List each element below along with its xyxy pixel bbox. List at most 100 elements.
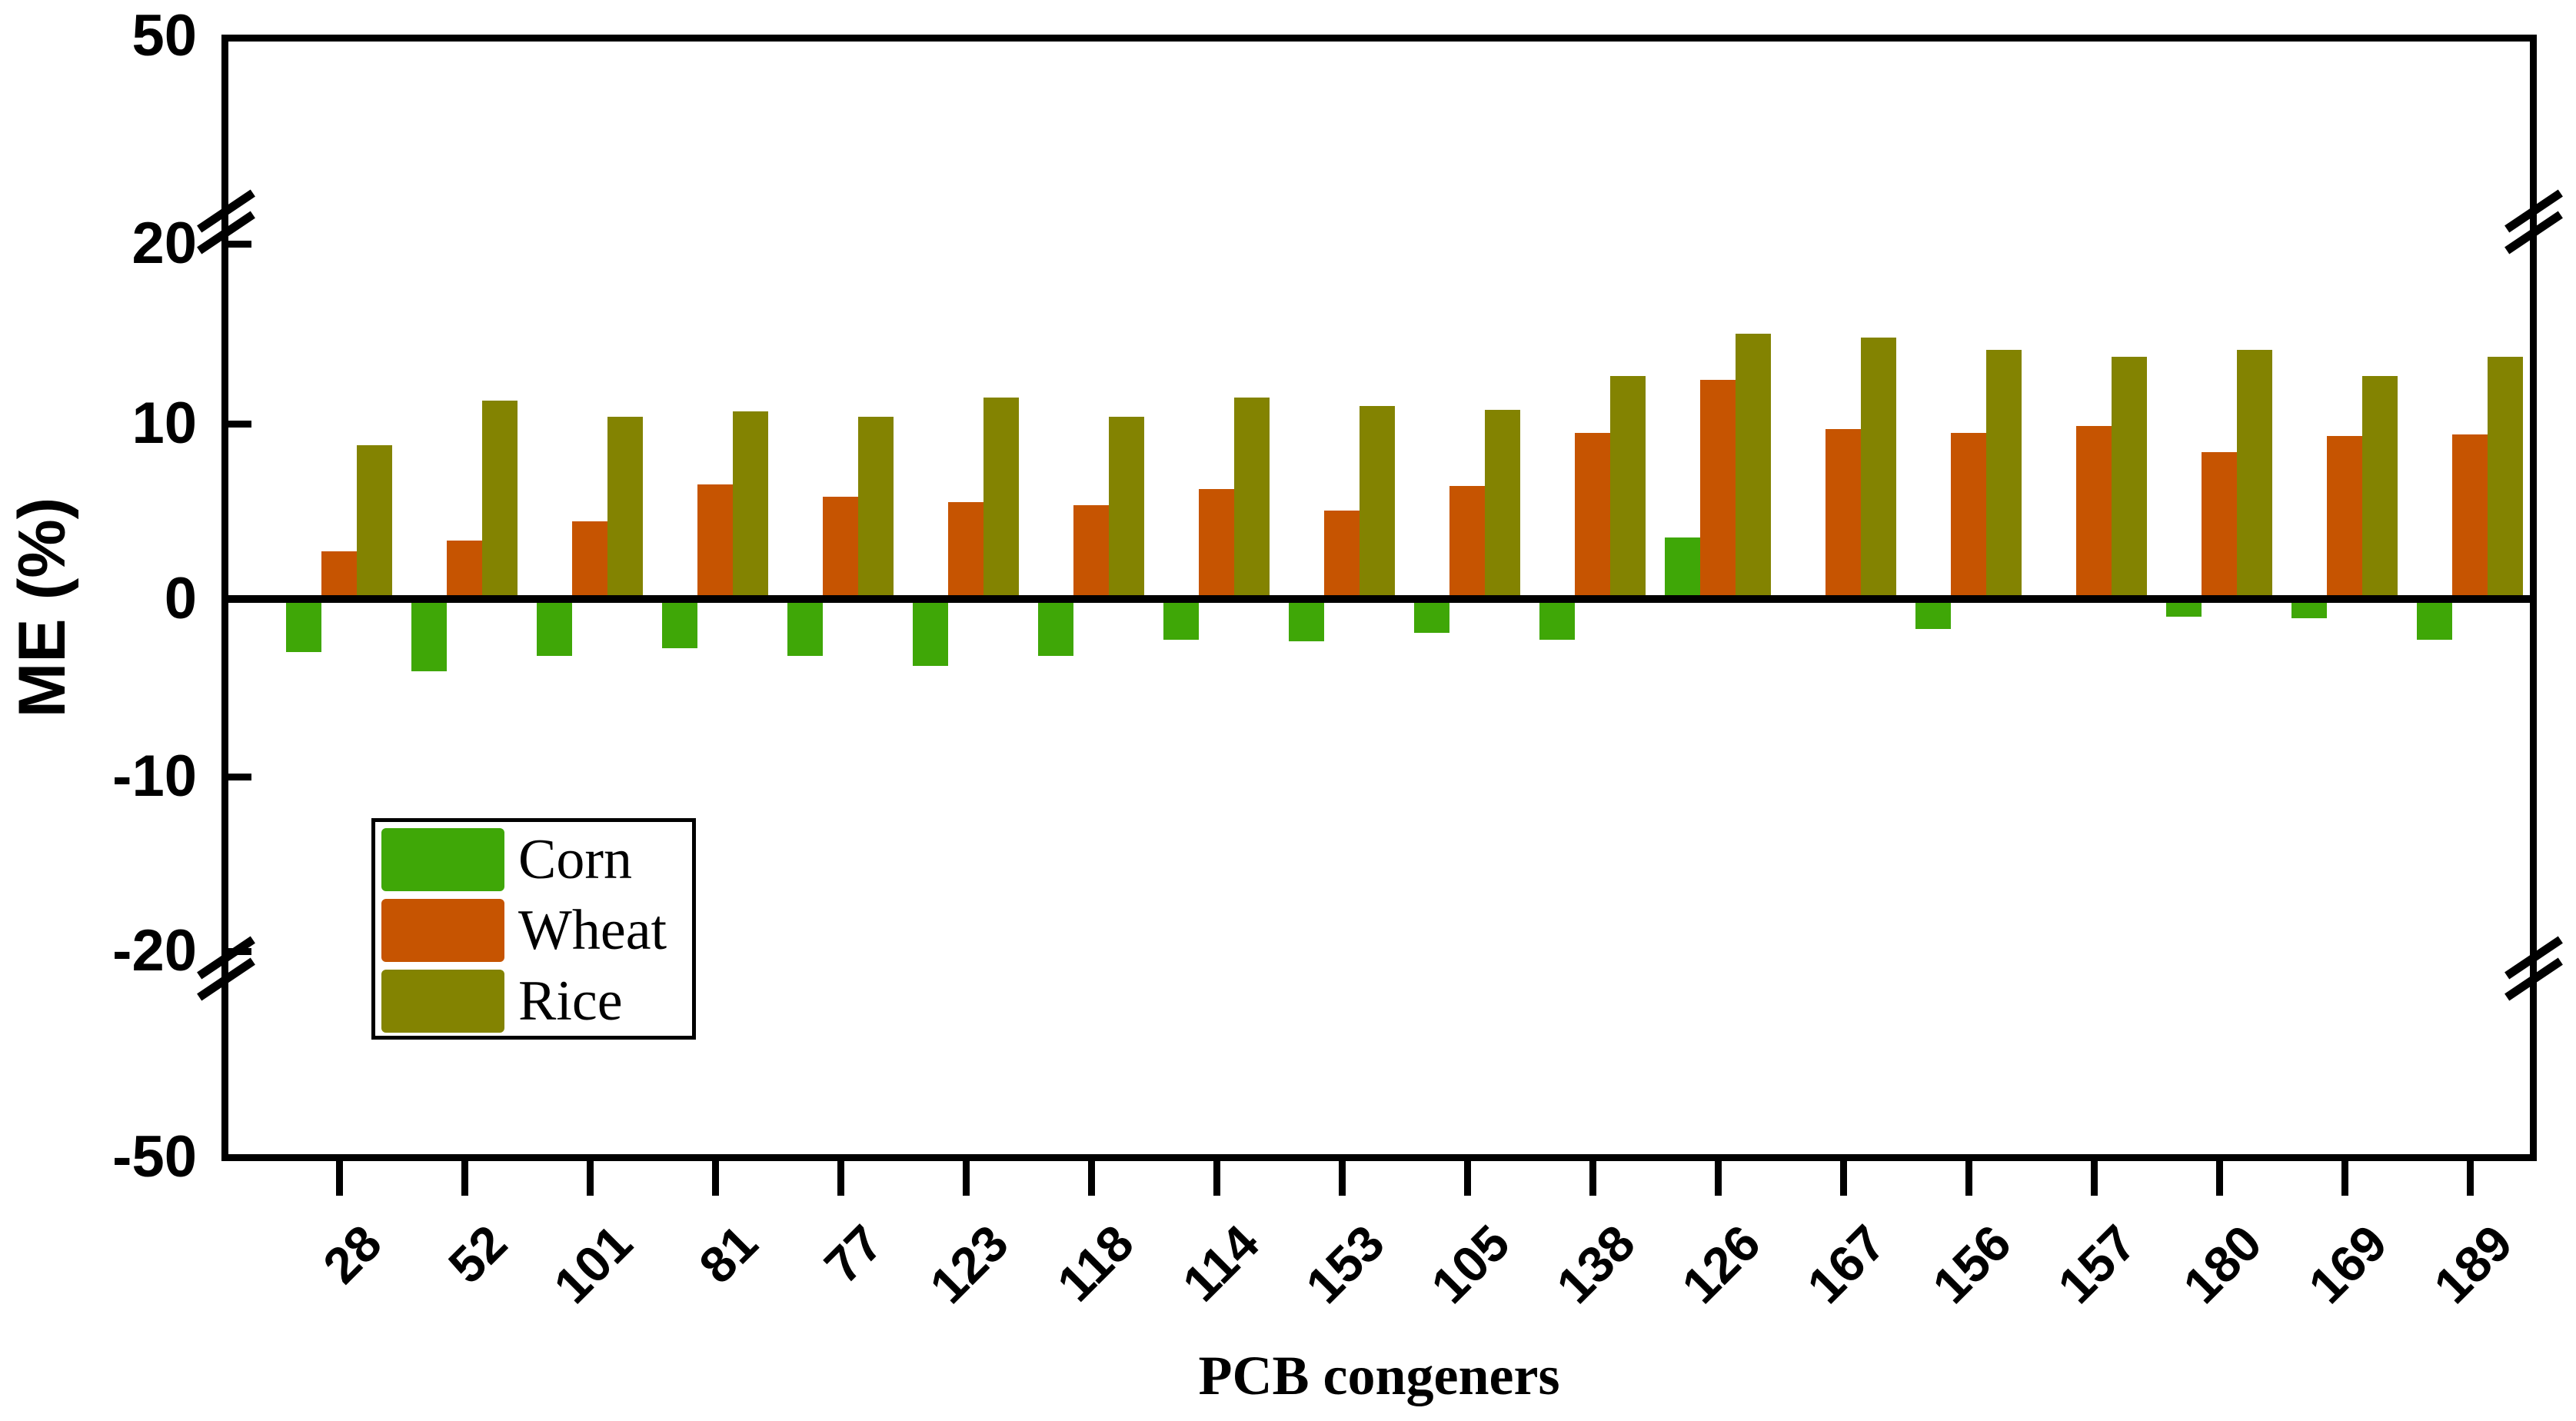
x-tick-label-101: 101: [542, 1213, 644, 1314]
bar-rice-156: [1986, 349, 2022, 599]
bar-corn-52: [411, 599, 447, 672]
bar-wheat-123: [948, 501, 983, 599]
bar-rice-101: [607, 417, 643, 599]
x-tick-mark: [461, 1161, 468, 1196]
x-tick-label-105: 105: [1419, 1213, 1521, 1314]
x-tick-label-167: 167: [1796, 1213, 1897, 1314]
x-tick-mark: [963, 1161, 970, 1196]
x-tick-mark: [712, 1161, 719, 1196]
y-tick-mark: [228, 421, 251, 428]
x-axis-title: PCB congeners: [1198, 1345, 1560, 1406]
bar-wheat-101: [572, 521, 607, 599]
x-tick-label-126: 126: [1670, 1213, 1772, 1314]
x-tick-mark: [1464, 1161, 1471, 1196]
x-tick-mark: [2341, 1161, 2348, 1196]
bar-wheat-105: [1449, 485, 1485, 599]
bar-rice-180: [2237, 349, 2272, 599]
bar-corn-28: [286, 599, 321, 652]
bar-rice-105: [1485, 409, 1520, 599]
x-tick-mark: [1965, 1161, 1972, 1196]
bar-rice-77: [858, 417, 894, 599]
x-tick-mark: [1088, 1161, 1095, 1196]
x-tick-label-153: 153: [1294, 1213, 1396, 1314]
bar-corn-126: [1665, 537, 1700, 599]
legend-label-rice: Rice: [518, 970, 623, 1033]
legend-swatch-rice: [381, 970, 504, 1033]
x-tick-label-123: 123: [918, 1213, 1020, 1314]
x-tick-mark: [1339, 1161, 1346, 1196]
bar-wheat-153: [1324, 511, 1360, 599]
bar-rice-123: [983, 397, 1019, 599]
x-tick-mark: [336, 1161, 343, 1196]
bar-wheat-180: [2202, 452, 2237, 599]
x-tick-mark: [2091, 1161, 2098, 1196]
bar-rice-52: [482, 401, 518, 599]
y-tick-label-50: 50: [131, 3, 197, 68]
bar-rice-157: [2112, 356, 2147, 599]
y-tick-label--50: -50: [112, 1124, 197, 1190]
zero-line: [225, 595, 2534, 603]
x-tick-mark: [587, 1161, 594, 1196]
x-tick-mark: [2467, 1161, 2474, 1196]
bar-wheat-169: [2327, 436, 2362, 599]
x-tick-mark: [1840, 1161, 1847, 1196]
bar-rice-81: [733, 411, 768, 599]
bar-corn-105: [1414, 599, 1449, 633]
plot-top-border: [221, 35, 2537, 42]
bar-corn-77: [787, 599, 823, 656]
bar-wheat-114: [1199, 489, 1234, 599]
x-tick-mark: [1213, 1161, 1220, 1196]
x-tick-label-138: 138: [1545, 1213, 1646, 1314]
bar-rice-126: [1736, 334, 1771, 599]
bar-corn-156: [1915, 599, 1951, 630]
y-tick-label-20: 20: [131, 211, 197, 276]
bar-wheat-28: [321, 551, 357, 599]
legend: Corn Wheat Rice: [371, 818, 696, 1040]
x-tick-mark: [1589, 1161, 1596, 1196]
y-axis-title: ME (%): [5, 497, 79, 718]
bar-wheat-118: [1073, 505, 1109, 599]
x-tick-label-114: 114: [1171, 1213, 1270, 1313]
bar-rice-114: [1234, 397, 1270, 599]
bar-wheat-157: [2076, 425, 2112, 599]
bar-corn-81: [662, 599, 697, 649]
bar-wheat-189: [2452, 434, 2488, 599]
bar-rice-138: [1610, 376, 1646, 599]
legend-swatch-corn: [381, 828, 504, 891]
bar-corn-138: [1539, 599, 1575, 640]
bar-corn-101: [537, 599, 572, 656]
bar-corn-153: [1289, 599, 1324, 642]
bar-rice-28: [357, 444, 392, 599]
bar-rice-189: [2488, 356, 2523, 599]
y-tick-label-0: 0: [164, 566, 197, 631]
x-tick-label-77: 77: [813, 1213, 894, 1294]
y-tick-mark: [228, 241, 251, 248]
bar-corn-123: [913, 599, 948, 667]
x-tick-label-81: 81: [687, 1213, 769, 1294]
bar-wheat-156: [1951, 432, 1986, 599]
y-tick-label--20: -20: [112, 918, 197, 983]
x-tick-label-169: 169: [2297, 1213, 2398, 1314]
bar-wheat-126: [1700, 379, 1736, 599]
x-tick-mark: [2216, 1161, 2223, 1196]
bar-rice-169: [2362, 376, 2398, 599]
plot-bottom-border: [221, 1154, 2537, 1161]
x-tick-label-52: 52: [437, 1213, 518, 1294]
x-tick-label-156: 156: [1921, 1213, 2022, 1314]
bar-corn-114: [1163, 599, 1199, 640]
y-tick-label-10: 10: [131, 391, 197, 456]
bar-wheat-138: [1575, 432, 1610, 599]
bar-wheat-167: [1825, 429, 1861, 599]
x-tick-mark: [1715, 1161, 1722, 1196]
bar-corn-118: [1038, 599, 1073, 656]
x-tick-mark: [837, 1161, 844, 1196]
x-tick-label-157: 157: [2046, 1213, 2148, 1314]
y-tick-label--10: -10: [112, 744, 197, 809]
y-tick-mark: [228, 774, 251, 780]
x-tick-label-118: 118: [1046, 1213, 1145, 1313]
bar-rice-153: [1360, 406, 1395, 599]
legend-label-corn: Corn: [518, 828, 632, 891]
legend-swatch-wheat: [381, 899, 504, 962]
bar-wheat-77: [823, 496, 858, 599]
